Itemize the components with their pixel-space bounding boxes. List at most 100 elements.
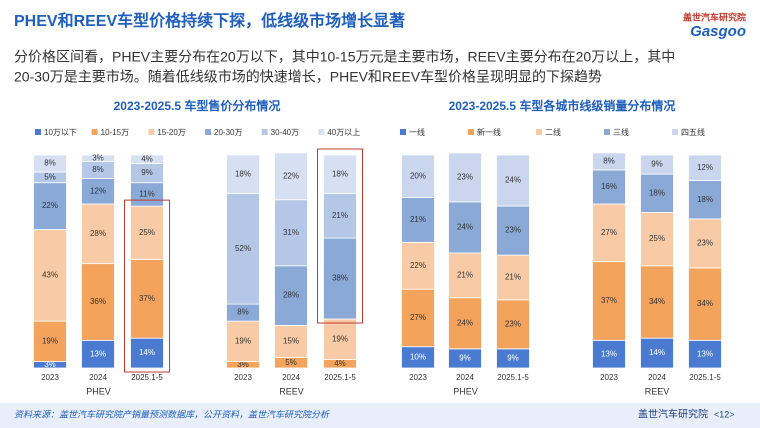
legend-label: 二线 bbox=[545, 127, 561, 137]
bar-segment bbox=[688, 267, 722, 341]
legend-swatch bbox=[536, 129, 542, 135]
value-label: 22% bbox=[283, 171, 299, 180]
legend-swatch bbox=[261, 129, 268, 135]
value-label: 24% bbox=[457, 318, 473, 327]
value-label: 31% bbox=[283, 228, 299, 237]
legend-label: 新一线 bbox=[477, 127, 501, 137]
value-label: 23% bbox=[457, 172, 473, 181]
value-label: 3% bbox=[237, 360, 249, 369]
bar-segment bbox=[130, 337, 164, 369]
legend-swatch bbox=[604, 129, 610, 135]
value-label: 5% bbox=[44, 172, 56, 181]
x-tick-label: 2024 bbox=[648, 373, 666, 382]
value-label: 19% bbox=[332, 334, 348, 343]
legend-swatch bbox=[35, 129, 41, 135]
summary-line: 分价格区间看，PHEV主要分布在20万以下，其中10-15万元是主要市场，REE… bbox=[14, 49, 675, 65]
legend-label: 三线 bbox=[613, 127, 629, 137]
page-number: <12> bbox=[714, 409, 735, 419]
value-label: 4% bbox=[334, 359, 346, 368]
bar-segment bbox=[33, 229, 67, 322]
value-label: 23% bbox=[505, 319, 521, 328]
value-label: 8% bbox=[603, 156, 615, 165]
value-label: 4% bbox=[141, 154, 153, 163]
legend-swatch bbox=[672, 129, 678, 135]
value-label: 22% bbox=[42, 201, 58, 210]
bar-segment bbox=[274, 199, 308, 267]
bar-segment bbox=[274, 152, 308, 201]
value-label: 13% bbox=[601, 349, 617, 358]
x-tick-label: 2025.1-5 bbox=[131, 373, 163, 382]
value-label: 3% bbox=[92, 153, 104, 162]
value-label: 25% bbox=[649, 234, 665, 243]
x-tick-label: 2025.1-5 bbox=[689, 373, 721, 382]
bar-segment bbox=[592, 152, 626, 171]
legend-swatch bbox=[91, 129, 98, 135]
value-label: 8% bbox=[237, 308, 249, 317]
legend-label: 20-30万 bbox=[214, 128, 242, 137]
value-label: 18% bbox=[649, 188, 665, 197]
value-label: 36% bbox=[90, 297, 106, 306]
value-label: 19% bbox=[42, 336, 58, 345]
bar-segment bbox=[640, 265, 674, 339]
value-label: 12% bbox=[90, 186, 106, 195]
value-label: 9% bbox=[141, 168, 153, 177]
value-label: 14% bbox=[139, 348, 155, 357]
value-label: 23% bbox=[697, 239, 713, 248]
value-label: 34% bbox=[697, 299, 713, 308]
value-label: 14% bbox=[649, 348, 665, 357]
legend-swatch bbox=[468, 129, 474, 135]
value-label: 9% bbox=[459, 354, 471, 363]
value-label: 16% bbox=[601, 182, 617, 191]
bar-segment bbox=[81, 154, 115, 162]
x-tick-label: 2023 bbox=[234, 373, 252, 382]
value-label: 12% bbox=[697, 163, 713, 172]
value-label: 8% bbox=[92, 165, 104, 174]
bar-segment bbox=[496, 254, 530, 301]
value-label: 3% bbox=[44, 360, 56, 369]
value-label: 27% bbox=[601, 228, 617, 237]
legend-label: 10-15万 bbox=[101, 128, 129, 137]
group-label: REEV bbox=[279, 386, 304, 396]
value-label: 9% bbox=[651, 160, 663, 169]
bar-segment bbox=[226, 154, 260, 194]
bar-segment bbox=[448, 152, 482, 203]
value-label: 9% bbox=[507, 354, 519, 363]
bar-segment bbox=[274, 324, 308, 358]
value-label: 21% bbox=[505, 273, 521, 282]
value-label: 24% bbox=[505, 176, 521, 185]
bar-segment bbox=[640, 154, 674, 175]
bar-segment bbox=[226, 192, 260, 305]
value-label: 27% bbox=[410, 313, 426, 322]
value-label: 13% bbox=[90, 349, 106, 358]
value-label: 8% bbox=[44, 159, 56, 168]
value-label: 20% bbox=[410, 171, 426, 180]
value-label: 25% bbox=[139, 228, 155, 237]
value-label: 21% bbox=[332, 211, 348, 220]
value-label: 37% bbox=[139, 294, 155, 303]
bar-segment bbox=[401, 288, 435, 348]
value-label: 10% bbox=[410, 352, 426, 361]
bar-segment bbox=[592, 261, 626, 341]
value-label: 11% bbox=[139, 190, 154, 199]
bar-segment bbox=[401, 197, 435, 243]
bar-segment bbox=[401, 154, 435, 198]
chart-title: 2023-2025.5 车型各城市线级销量分布情况 bbox=[449, 98, 676, 113]
group-label: PHEV bbox=[453, 386, 478, 396]
bar-segment bbox=[81, 203, 115, 265]
bar-segment bbox=[592, 339, 626, 369]
bar-segment bbox=[496, 154, 530, 207]
value-label: 21% bbox=[410, 215, 426, 224]
x-tick-label: 2024 bbox=[89, 373, 107, 382]
x-tick-label: 2025.1-5 bbox=[497, 373, 529, 382]
bar-segment bbox=[592, 203, 626, 262]
value-label: 18% bbox=[332, 169, 348, 178]
bar-segment bbox=[640, 337, 674, 369]
value-label: 5% bbox=[285, 358, 297, 367]
value-label: 38% bbox=[332, 274, 348, 283]
bar-segment bbox=[688, 339, 722, 369]
legend-label: 一线 bbox=[409, 127, 425, 137]
legend-label: 10万以下 bbox=[44, 128, 77, 137]
value-label: 24% bbox=[457, 223, 473, 232]
value-label: 23% bbox=[505, 226, 521, 235]
